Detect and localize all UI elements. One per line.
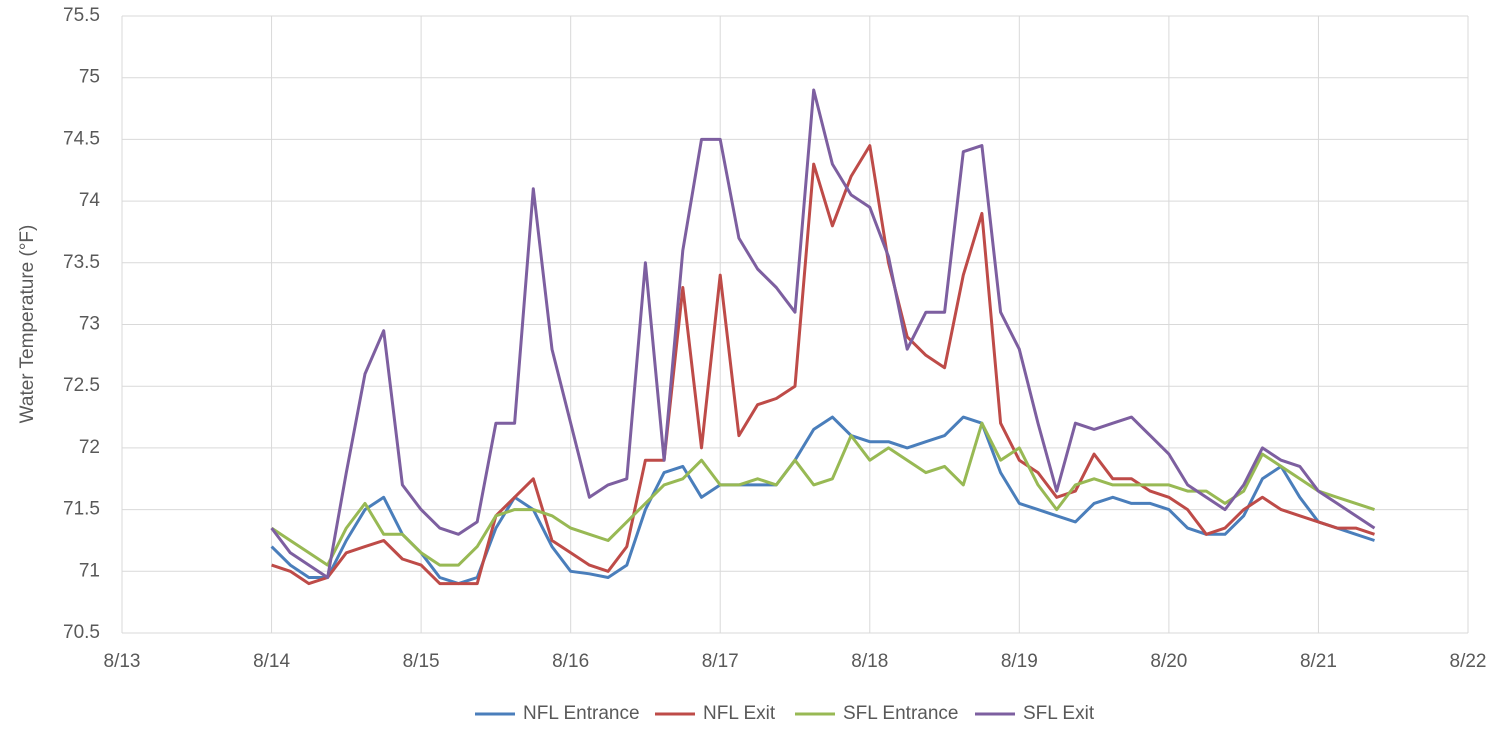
y-tick-label: 75.5 <box>63 5 100 26</box>
legend-label: SFL Exit <box>1023 703 1095 724</box>
y-tick-label: 74 <box>79 190 101 211</box>
y-tick-label: 74.5 <box>63 128 100 149</box>
x-tick-label: 8/18 <box>851 651 888 672</box>
y-tick-label: 75 <box>79 67 100 88</box>
legend-label: NFL Entrance <box>523 703 640 724</box>
legend-label: NFL Exit <box>703 703 776 724</box>
x-tick-label: 8/21 <box>1300 651 1337 672</box>
legend-label: SFL Entrance <box>843 703 958 724</box>
series-line <box>270 88 1376 579</box>
x-tick-label: 8/19 <box>1001 651 1038 672</box>
series-line <box>270 421 1375 567</box>
y-tick-label: 73 <box>79 314 100 335</box>
y-tick-label: 71 <box>79 560 100 581</box>
y-tick-label: 73.5 <box>63 252 100 273</box>
x-tick-label: 8/14 <box>253 651 290 672</box>
x-tick-label: 8/13 <box>104 651 141 672</box>
series-line <box>271 144 1375 586</box>
x-tick-label: 8/20 <box>1150 651 1187 672</box>
x-tick-label: 8/15 <box>403 651 440 672</box>
y-tick-label: 72.5 <box>63 375 100 396</box>
x-tick-label: 8/17 <box>702 651 739 672</box>
y-axis-label: Water Temperature (°F) <box>17 225 38 424</box>
y-tick-label: 72 <box>79 437 100 458</box>
y-tick-label: 70.5 <box>63 622 100 643</box>
x-tick-label: 8/16 <box>552 651 589 672</box>
y-tick-label: 71.5 <box>63 499 100 520</box>
x-tick-label: 8/22 <box>1450 651 1487 672</box>
